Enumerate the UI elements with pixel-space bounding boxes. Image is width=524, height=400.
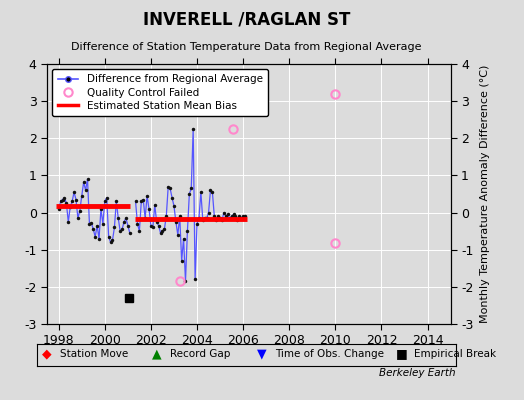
Text: ▲: ▲ [152, 348, 161, 360]
Text: Berkeley Earth: Berkeley Earth [379, 368, 456, 378]
Text: ◆: ◆ [42, 348, 51, 360]
Y-axis label: Monthly Temperature Anomaly Difference (°C): Monthly Temperature Anomaly Difference (… [481, 65, 490, 323]
Text: INVERELL /RAGLAN ST: INVERELL /RAGLAN ST [143, 10, 350, 28]
Text: Time of Obs. Change: Time of Obs. Change [275, 349, 384, 359]
Text: ■: ■ [396, 348, 407, 360]
Text: ▼: ▼ [257, 348, 266, 360]
Text: Empirical Break: Empirical Break [414, 349, 496, 359]
Text: Record Gap: Record Gap [170, 349, 231, 359]
Text: Station Move: Station Move [60, 349, 128, 359]
Legend: Difference from Regional Average, Quality Control Failed, Estimated Station Mean: Difference from Regional Average, Qualit… [52, 69, 268, 116]
Text: Difference of Station Temperature Data from Regional Average: Difference of Station Temperature Data f… [71, 42, 421, 52]
